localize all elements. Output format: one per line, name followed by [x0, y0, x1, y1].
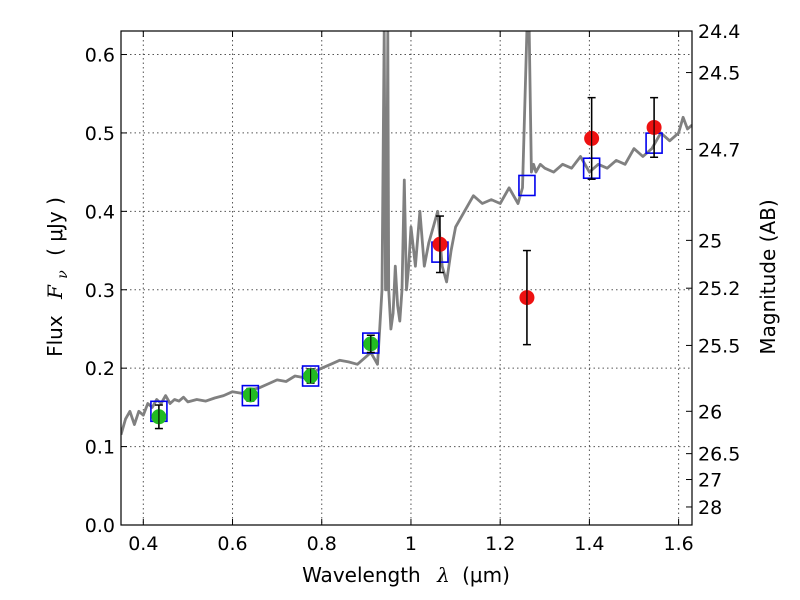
y-axis-title-symbol: F [43, 284, 67, 300]
y2-tick-label: 26 [698, 401, 722, 423]
y-tick-label: 0.3 [85, 280, 115, 302]
y2-tick-label: 26.5 [698, 444, 740, 466]
y-tick-label: 0.1 [85, 437, 115, 459]
x-axis-title-symbol: λ [436, 563, 450, 587]
y-axis-title-subscript: ν [55, 270, 71, 279]
model-band-square [518, 174, 536, 197]
y2-tick-label: 24.5 [698, 63, 740, 85]
x-tick-label: 0.4 [128, 533, 158, 555]
x-tick-label: 0.6 [217, 533, 247, 555]
y2-axis-title: Magnitude (AB) [756, 199, 780, 354]
photometry-layer [150, 96, 663, 430]
x-tick-label: 1.2 [485, 533, 515, 555]
x-tick-label: 1.6 [664, 533, 694, 555]
y2-tick-label: 27 [698, 470, 722, 492]
y-axis-title-unit: ( μJy ) [43, 197, 67, 256]
y-tick-label: 0.4 [85, 201, 115, 223]
y-tick-label: 0.0 [85, 515, 115, 537]
y2-tick-label: 25 [698, 230, 722, 252]
y2-tick-label: 24.7 [698, 139, 740, 161]
axis-ticks: 0.4 0.6 0.8 1 1.2 1.4 1.6 0.0 0.1 0.2 0.3 0.4 0.5 0.6… [85, 21, 741, 555]
y2-tick-label: 25.5 [698, 335, 740, 357]
model-spectrum-layer [121, 31, 692, 436]
x-tick-label: 1.4 [574, 533, 604, 555]
x-tick-label: 1 [405, 533, 417, 555]
plot-frame [120, 30, 693, 526]
y2-tick-label: 28 [698, 497, 722, 519]
x-tick-label: 0.8 [307, 533, 337, 555]
model-spectrum-line [121, 31, 692, 436]
y2-tick-label: 25.2 [698, 278, 740, 300]
x-axis-title: Wavelength λ (μm) [302, 563, 510, 587]
y-tick-label: 0.5 [85, 123, 115, 145]
model-band-square [241, 384, 260, 407]
y2-tick-label: 24.4 [698, 21, 740, 43]
x-axis-title-unit: (μm) [462, 563, 510, 587]
y-tick-label: 0.2 [85, 358, 115, 380]
y-axis-title-word: Flux [43, 315, 67, 357]
y-axis-title: Flux F ν ( μJy ) [43, 197, 72, 357]
model-band-square [301, 365, 320, 387]
y-tick-label: 0.6 [85, 45, 115, 67]
x-axis-title-word: Wavelength [302, 563, 421, 587]
